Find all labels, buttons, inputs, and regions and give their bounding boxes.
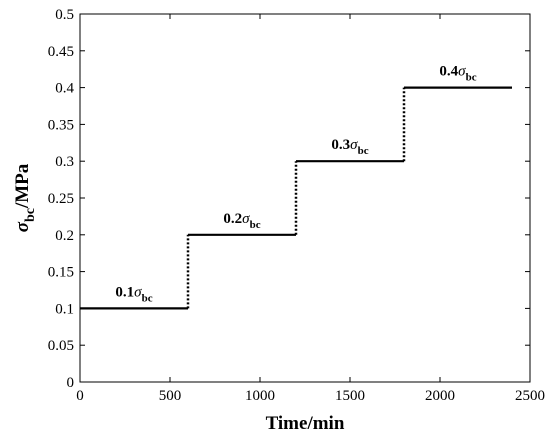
y-axis-title-subscript: bc xyxy=(23,208,38,222)
step-label-symbol: σ xyxy=(242,211,250,227)
y-tick-label: 0 xyxy=(67,375,75,391)
step-label: 0.1σbc xyxy=(115,284,152,304)
series-group xyxy=(80,86,512,310)
step-label: 0.4σbc xyxy=(439,64,476,84)
step-label-symbol: σ xyxy=(458,64,466,80)
x-tick-label: 2000 xyxy=(425,388,455,404)
x-tick-label: 0 xyxy=(76,388,84,404)
y-tick-label: 0.25 xyxy=(48,191,74,207)
y-axis-title-symbol: σ xyxy=(12,221,33,232)
y-axis-title: σbc/MPa xyxy=(12,163,38,232)
x-tick-label: 1000 xyxy=(245,388,275,404)
y-tick-label: 0.05 xyxy=(48,338,74,354)
x-tick-label: 1500 xyxy=(335,388,365,404)
y-tick-label: 0.4 xyxy=(55,81,74,97)
x-tick-label: 500 xyxy=(159,388,182,404)
y-axis-title-suffix: /MPa xyxy=(12,163,33,209)
step-label-value: 0.1 xyxy=(115,284,134,300)
y-tick-label: 0.35 xyxy=(48,117,74,133)
step-label-subscript: bc xyxy=(142,292,153,304)
step-label: 0.3σbc xyxy=(331,137,368,157)
x-axis-title: Time/min xyxy=(266,413,345,434)
y-tick-label: 0.3 xyxy=(55,154,74,170)
y-tick-label: 0.15 xyxy=(48,265,74,281)
step-label-value: 0.2 xyxy=(223,211,242,227)
step-label-subscript: bc xyxy=(466,72,477,84)
x-axis-ticks: 0 500 1000 1500 2000 2500 xyxy=(76,14,545,404)
step-label-symbol: σ xyxy=(134,284,142,300)
step-label-subscript: bc xyxy=(358,145,369,157)
y-tick-label: 0.45 xyxy=(48,44,74,60)
step-label-symbol: σ xyxy=(350,137,358,153)
step-label-value: 0.3 xyxy=(331,137,350,153)
x-tick-label: 2500 xyxy=(515,388,545,404)
step-label: 0.2σbc xyxy=(223,211,260,231)
y-axis-ticks: 0 0.05 0.1 0.15 0.2 0.25 0.3 0.35 0.4 0.45 0.5 xyxy=(48,7,530,391)
y-tick-label: 0.2 xyxy=(55,228,74,244)
y-tick-label: 0.1 xyxy=(55,301,74,317)
step-label-subscript: bc xyxy=(250,219,261,231)
step-label-value: 0.4 xyxy=(439,64,458,80)
y-tick-label: 0.5 xyxy=(55,7,74,23)
